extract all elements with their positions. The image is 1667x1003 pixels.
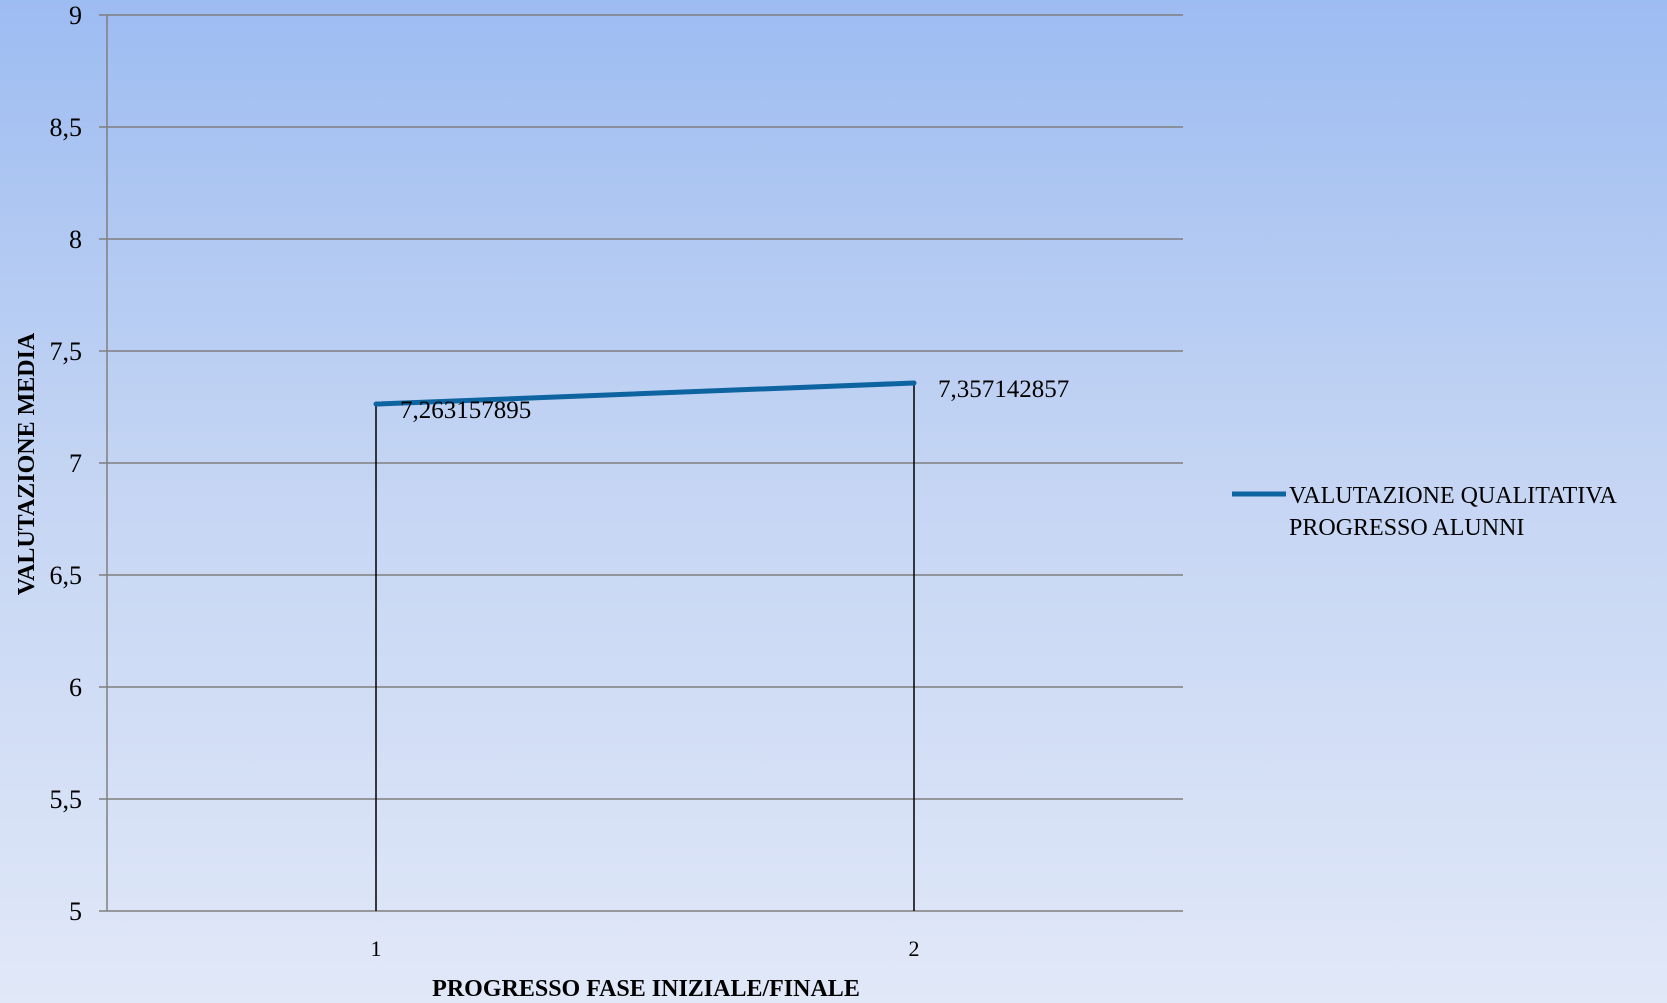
gridlines xyxy=(107,14,1183,912)
data-labels: 7,263157895 7,357142857 xyxy=(400,376,1069,424)
y-tick-label: 7 xyxy=(69,449,82,478)
series-line xyxy=(373,380,917,407)
y-tick-label: 5 xyxy=(69,897,82,926)
y-tick-label: 6 xyxy=(69,673,82,702)
data-label: 7,263157895 xyxy=(400,397,531,424)
y-axis: 5 5,5 6 6,5 7 7,5 8 8,5 9 xyxy=(50,1,108,926)
drop-lines xyxy=(375,383,915,911)
x-tick-label: 2 xyxy=(909,936,920,961)
series-lines xyxy=(373,380,917,407)
legend-label-line-1: VALUTAZIONE QUALITATIVA xyxy=(1289,483,1618,509)
x-axis-title: PROGRESSO FASE INIZIALE/FINALE xyxy=(432,976,860,1002)
legend-label-line-2: PROGRESSO ALUNNI xyxy=(1289,515,1524,541)
y-tick-label: 5,5 xyxy=(50,785,83,814)
x-tick-label: 1 xyxy=(371,936,382,961)
data-label: 7,357142857 xyxy=(938,376,1069,403)
y-tick-label: 7,5 xyxy=(50,337,83,366)
y-tick-label: 9 xyxy=(69,1,82,30)
y-tick-label: 8 xyxy=(69,225,82,254)
y-tick-label: 8,5 xyxy=(50,113,83,142)
legend: VALUTAZIONE QUALITATIVA PROGRESSO ALUNNI xyxy=(1232,483,1618,541)
y-tick-label: 6,5 xyxy=(50,561,83,590)
y-axis-title: VALUTAZIONE MEDIA xyxy=(14,332,40,595)
